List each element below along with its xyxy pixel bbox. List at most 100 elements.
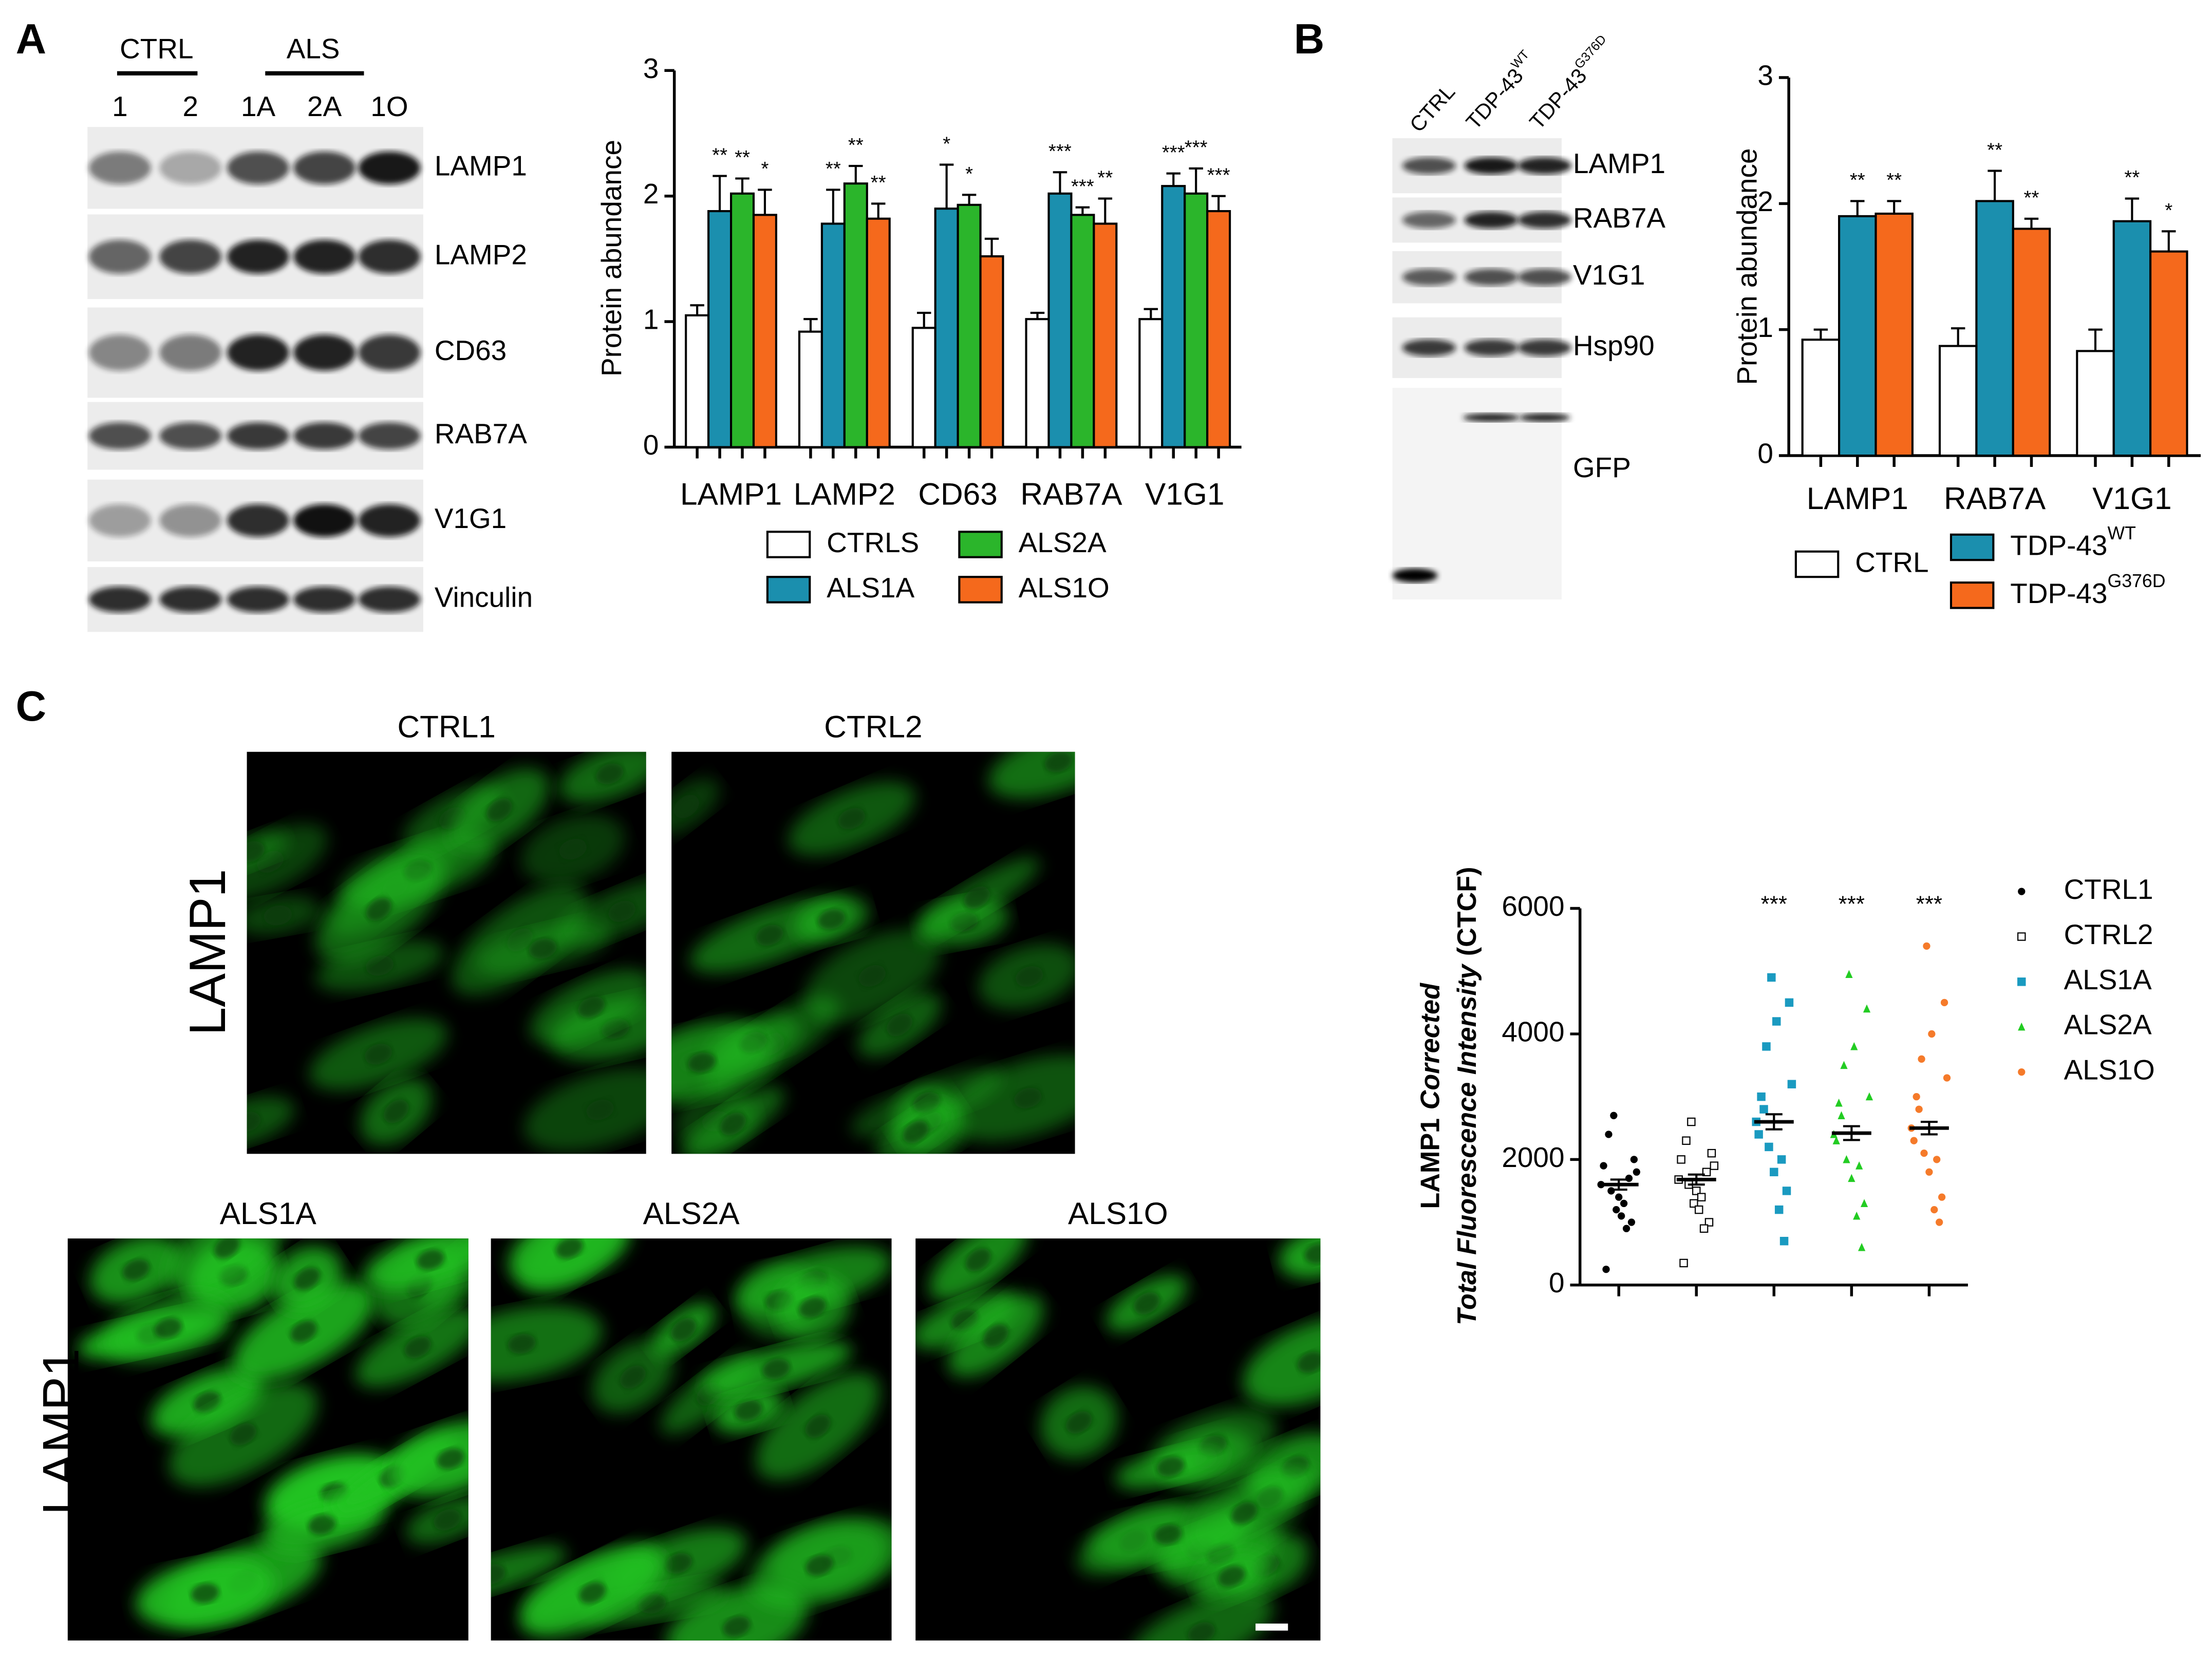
nucleus	[858, 965, 886, 987]
nucleus	[193, 1391, 221, 1413]
blot-band	[1402, 339, 1456, 356]
nucleus	[555, 1238, 583, 1258]
blot-band	[358, 151, 421, 184]
nucleus	[1297, 1351, 1321, 1373]
point	[1936, 1218, 1943, 1226]
bar	[866, 217, 891, 448]
blot-row-label: LAMP2	[435, 238, 527, 270]
panel-label: A	[16, 15, 47, 63]
bar	[1975, 200, 2014, 457]
lane-label-sup: G376D	[1572, 32, 1609, 71]
point	[1767, 973, 1776, 982]
panel-label: B	[1294, 15, 1325, 63]
nucleus	[308, 1514, 336, 1535]
bar	[2112, 220, 2152, 457]
micrograph	[671, 751, 1075, 1154]
blot-row-label: V1G1	[1573, 259, 1645, 291]
error-bar	[803, 318, 818, 332]
x-tick-label: LAMP1	[1807, 481, 1908, 516]
nucleus	[983, 1324, 1008, 1348]
x-tick-label: LAMP1	[680, 477, 782, 512]
point	[1607, 1187, 1615, 1195]
error-bar	[1988, 170, 2002, 201]
nucleus	[383, 1099, 409, 1123]
blot-row-label: GFP	[1573, 451, 1631, 483]
nucleus	[1065, 1411, 1092, 1434]
nucleus	[762, 1359, 791, 1379]
legend-label: ALS1O	[2064, 1054, 2155, 1086]
nucleus	[688, 1052, 716, 1073]
bar	[685, 314, 710, 448]
point	[1710, 1161, 1719, 1170]
scale-bar	[1255, 1623, 1288, 1631]
bar	[911, 327, 936, 448]
point	[1707, 1149, 1716, 1158]
point	[1754, 1130, 1763, 1139]
significance: ***	[1185, 137, 1208, 159]
nucleus	[1231, 1502, 1258, 1525]
significance: **	[1850, 169, 1865, 191]
significance: **	[871, 172, 886, 194]
blot-band	[1463, 413, 1520, 422]
blot-band	[227, 422, 289, 449]
lane-label: CTRL	[1405, 80, 1459, 137]
blot-band	[293, 504, 356, 537]
blot-band	[89, 151, 151, 184]
nucleus	[817, 909, 846, 930]
cells	[491, 1238, 892, 1641]
micrograph-label: CTRL2	[824, 709, 922, 744]
error-bar	[713, 175, 727, 212]
blot-band	[227, 151, 289, 184]
bar	[820, 222, 846, 448]
error-bar	[1920, 1120, 1938, 1136]
point	[1832, 1136, 1840, 1144]
point	[1620, 1199, 1628, 1208]
nucleus	[264, 905, 292, 926]
error-bar	[690, 304, 704, 315]
point	[1865, 1092, 1873, 1101]
error-bar	[1098, 197, 1113, 224]
bar	[957, 203, 982, 448]
nucleus	[230, 1423, 257, 1445]
lane-label: 2	[182, 90, 198, 122]
blot-row-label: LAMP1	[1573, 147, 1665, 179]
bar	[1047, 192, 1073, 448]
point	[1757, 1092, 1766, 1101]
point	[1787, 1080, 1796, 1088]
point	[1858, 1243, 1866, 1251]
bar	[934, 208, 959, 448]
legend-label: CTRL2	[2064, 918, 2153, 950]
point	[1774, 1205, 1784, 1214]
point	[1692, 1187, 1701, 1195]
panel-label: C	[16, 683, 47, 730]
nucleus	[664, 1553, 692, 1574]
cells	[78, 1238, 468, 1628]
nucleus	[670, 1318, 697, 1342]
error-bar	[2162, 230, 2176, 252]
blot-band	[89, 586, 151, 613]
bar	[2149, 250, 2188, 457]
point	[2018, 1068, 2026, 1076]
nucleus	[1133, 1292, 1160, 1315]
y-axis-label: LAMP1 Corrected	[1415, 983, 1445, 1209]
lane-label: 2A	[307, 90, 342, 122]
significance: ***	[1071, 175, 1094, 197]
legend-label: ALS1A	[2064, 964, 2152, 995]
nucleus	[154, 1318, 182, 1339]
significance: **	[1097, 166, 1113, 189]
significance: ***	[1916, 892, 1942, 917]
x-tick-label: RAB7A	[1944, 481, 2046, 516]
nucleus	[805, 1414, 831, 1438]
nucleus	[434, 1509, 461, 1531]
point	[1860, 1199, 1868, 1208]
point	[1615, 1193, 1623, 1201]
blot-band	[1464, 269, 1518, 286]
micrograph	[67, 1238, 468, 1641]
bar	[798, 330, 823, 448]
legend-label: CTRL1	[2064, 873, 2153, 905]
y-axis-label: Protein abundance	[1731, 148, 1763, 385]
point	[1699, 1224, 1709, 1233]
blot-band	[293, 586, 356, 613]
legend-swatch	[1949, 581, 1995, 609]
